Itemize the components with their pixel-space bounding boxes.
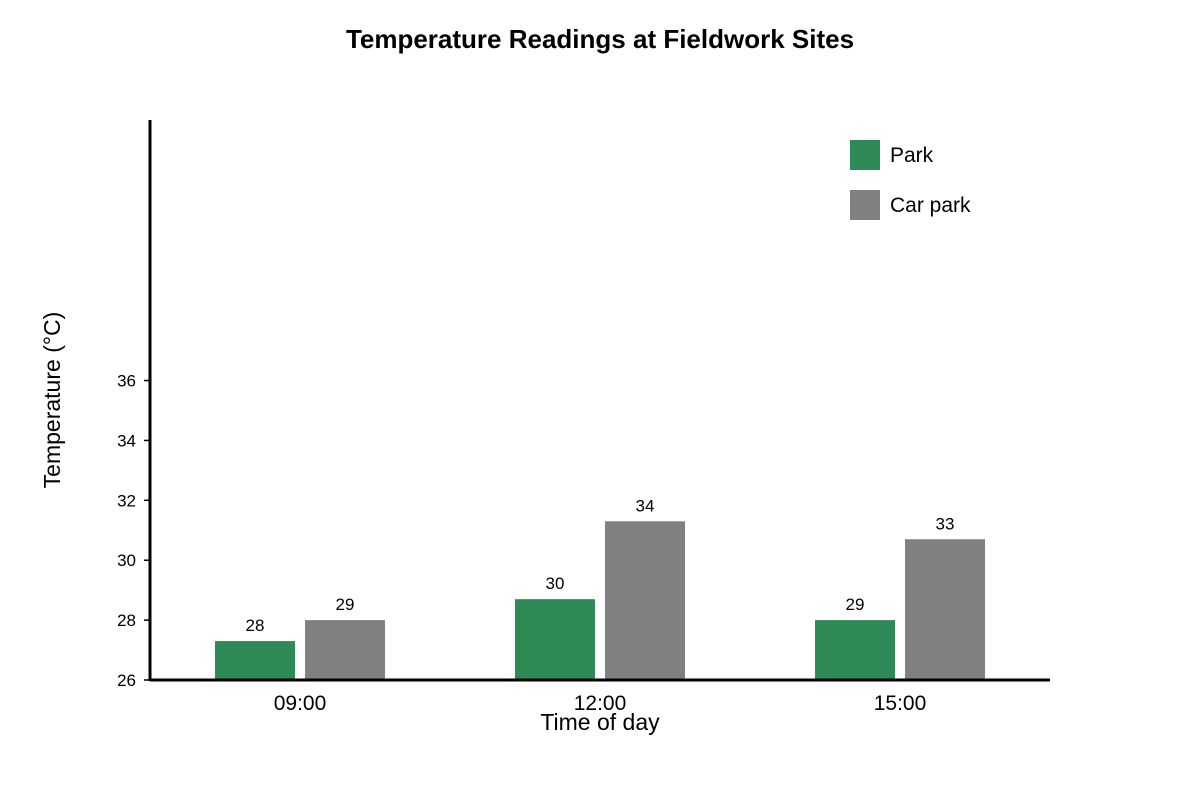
y-tick-label: 32 [117, 491, 136, 510]
y-tick-label: 30 [117, 551, 136, 570]
bar-park [215, 641, 295, 680]
y-tick-label: 34 [117, 431, 136, 450]
bar-car-park [305, 620, 385, 680]
bar-data-label: 28 [246, 616, 265, 635]
x-tick-label: 09:00 [274, 692, 327, 715]
x-tick-label: 12:00 [574, 692, 627, 715]
y-tick-label: 26 [117, 671, 136, 690]
x-tick-label: 15:00 [874, 692, 927, 715]
bar-data-label: 30 [546, 574, 565, 593]
x-axis-title: Time of day [540, 709, 660, 735]
legend-label: Park [890, 144, 934, 167]
bar-park [515, 599, 595, 680]
y-tick-label: 36 [117, 372, 136, 391]
y-axis-title: Temperature (°C) [39, 312, 65, 489]
bar-data-label: 29 [336, 595, 355, 614]
bar-park [815, 620, 895, 680]
legend-swatch-park [850, 140, 880, 170]
bar-data-label: 29 [846, 595, 865, 614]
bar-car-park [905, 539, 985, 680]
y-tick-label: 28 [117, 611, 136, 630]
bar-car-park [605, 521, 685, 680]
bar-data-label: 33 [936, 514, 955, 533]
legend-swatch-car-park [850, 190, 880, 220]
chart-title: Temperature Readings at Fieldwork Sites [345, 24, 855, 54]
bar-data-label: 34 [636, 496, 655, 515]
legend-label: Car park [890, 194, 971, 217]
